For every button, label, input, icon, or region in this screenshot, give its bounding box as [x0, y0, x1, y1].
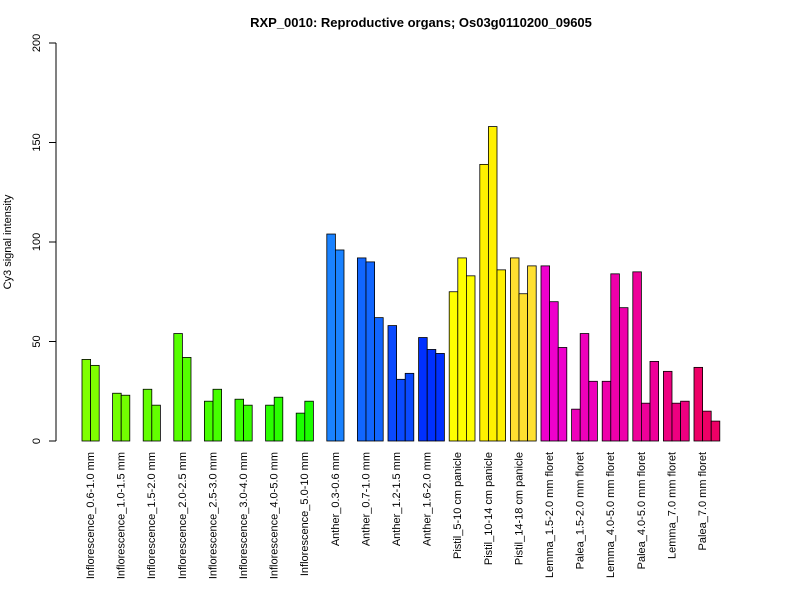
bar — [418, 337, 428, 442]
x-tick-label: Palea_4.0-5.0 mm floret — [636, 452, 648, 569]
bar — [448, 291, 459, 442]
x-tick-label: Anther_0.7-1.0 mm — [360, 452, 372, 546]
bar — [702, 410, 712, 442]
bar — [374, 317, 384, 442]
y-tick-label: 100 — [31, 233, 43, 251]
bar — [540, 265, 551, 442]
bar — [479, 163, 489, 442]
bar — [387, 325, 398, 442]
bar — [632, 271, 642, 442]
bar — [693, 366, 704, 442]
bar — [81, 359, 92, 442]
bar — [496, 269, 507, 442]
chart-title: RXP_0010: Reproductive organs; Os03g0110… — [250, 15, 592, 30]
bar — [396, 378, 406, 442]
bar — [649, 360, 660, 442]
x-tick-label: Pistil_14-18 cm panicle — [513, 452, 525, 565]
bar — [326, 233, 336, 442]
x-tick-label: Inflorescence_3.0-4.0 mm — [238, 452, 250, 579]
bar — [265, 404, 275, 442]
bar — [619, 307, 629, 442]
bar — [549, 301, 559, 442]
bar — [365, 261, 376, 442]
y-axis: 0 50 100 150 200 — [31, 34, 57, 444]
bar — [295, 412, 306, 442]
bar — [710, 420, 721, 442]
x-tick-label: Anther_0.3-0.6 mm — [330, 452, 342, 546]
bar — [588, 380, 598, 442]
x-tick-label: Pistil_5-10 cm panicle — [452, 452, 464, 559]
bar — [601, 380, 612, 442]
bar — [304, 400, 314, 442]
bar — [356, 257, 367, 442]
x-tick-label: Inflorescence_4.0-5.0 mm — [269, 452, 281, 579]
y-tick-label: 150 — [31, 133, 43, 151]
bar — [435, 353, 445, 442]
x-tick-label: Inflorescence_2.0-2.5 mm — [177, 452, 189, 579]
bar — [426, 349, 437, 442]
bar — [151, 404, 161, 442]
x-tick-label: Palea_1.5-2.0 mm floret — [575, 452, 587, 569]
bar — [334, 249, 345, 442]
x-tick-label: Lemma_4.0-5.0 mm floret — [605, 452, 617, 578]
bar — [90, 364, 100, 442]
x-axis-tick-labels: Inflorescence_0.6-1.0 mm Inflorescence_1.… — [85, 452, 709, 579]
bar — [579, 333, 590, 442]
bar — [680, 400, 690, 442]
bar — [243, 404, 253, 442]
bar — [181, 357, 192, 442]
x-tick-label: Pistil_10-14 cm panicle — [483, 452, 495, 565]
bar — [518, 293, 529, 442]
bars — [81, 126, 721, 442]
bar — [527, 265, 537, 442]
bar — [203, 400, 214, 442]
bar — [273, 396, 284, 442]
bar — [509, 257, 520, 442]
x-tick-label: Inflorescence_5.0-10 mm — [299, 452, 311, 576]
x-tick-label: Lemma_1.5-2.0 mm floret — [544, 452, 556, 578]
y-tick-label: 200 — [31, 34, 43, 52]
x-tick-label: Palea_7.0 mm floret — [697, 452, 709, 550]
bar — [487, 126, 498, 442]
x-tick-label: Inflorescence_1.0-1.5 mm — [116, 452, 128, 579]
x-tick-label: Inflorescence_2.5-3.0 mm — [207, 452, 219, 579]
bar — [557, 347, 568, 442]
x-tick-label: Anther_1.2-1.5 mm — [391, 452, 403, 546]
bar — [112, 392, 122, 442]
y-tick-label: 50 — [31, 335, 43, 347]
bar — [610, 273, 620, 442]
bar — [142, 388, 153, 442]
y-axis-label: Cy3 signal intensity — [2, 194, 14, 289]
bar — [671, 402, 682, 442]
x-tick-label: Inflorescence_1.5-2.0 mm — [146, 452, 158, 579]
bar — [641, 402, 651, 442]
bar — [173, 333, 183, 442]
bar — [571, 408, 581, 442]
bar — [465, 275, 476, 442]
x-tick-label: Inflorescence_0.6-1.0 mm — [85, 452, 97, 579]
x-tick-label: Anther_1.6-2.0 mm — [422, 452, 434, 546]
bar — [457, 257, 467, 442]
x-tick-label: Lemma_7.0 mm floret — [666, 452, 678, 559]
bar — [120, 394, 131, 442]
bar — [663, 370, 673, 442]
y-tick-label: 0 — [31, 438, 43, 444]
bar — [212, 388, 223, 442]
bar — [404, 372, 415, 442]
bar — [234, 398, 245, 442]
